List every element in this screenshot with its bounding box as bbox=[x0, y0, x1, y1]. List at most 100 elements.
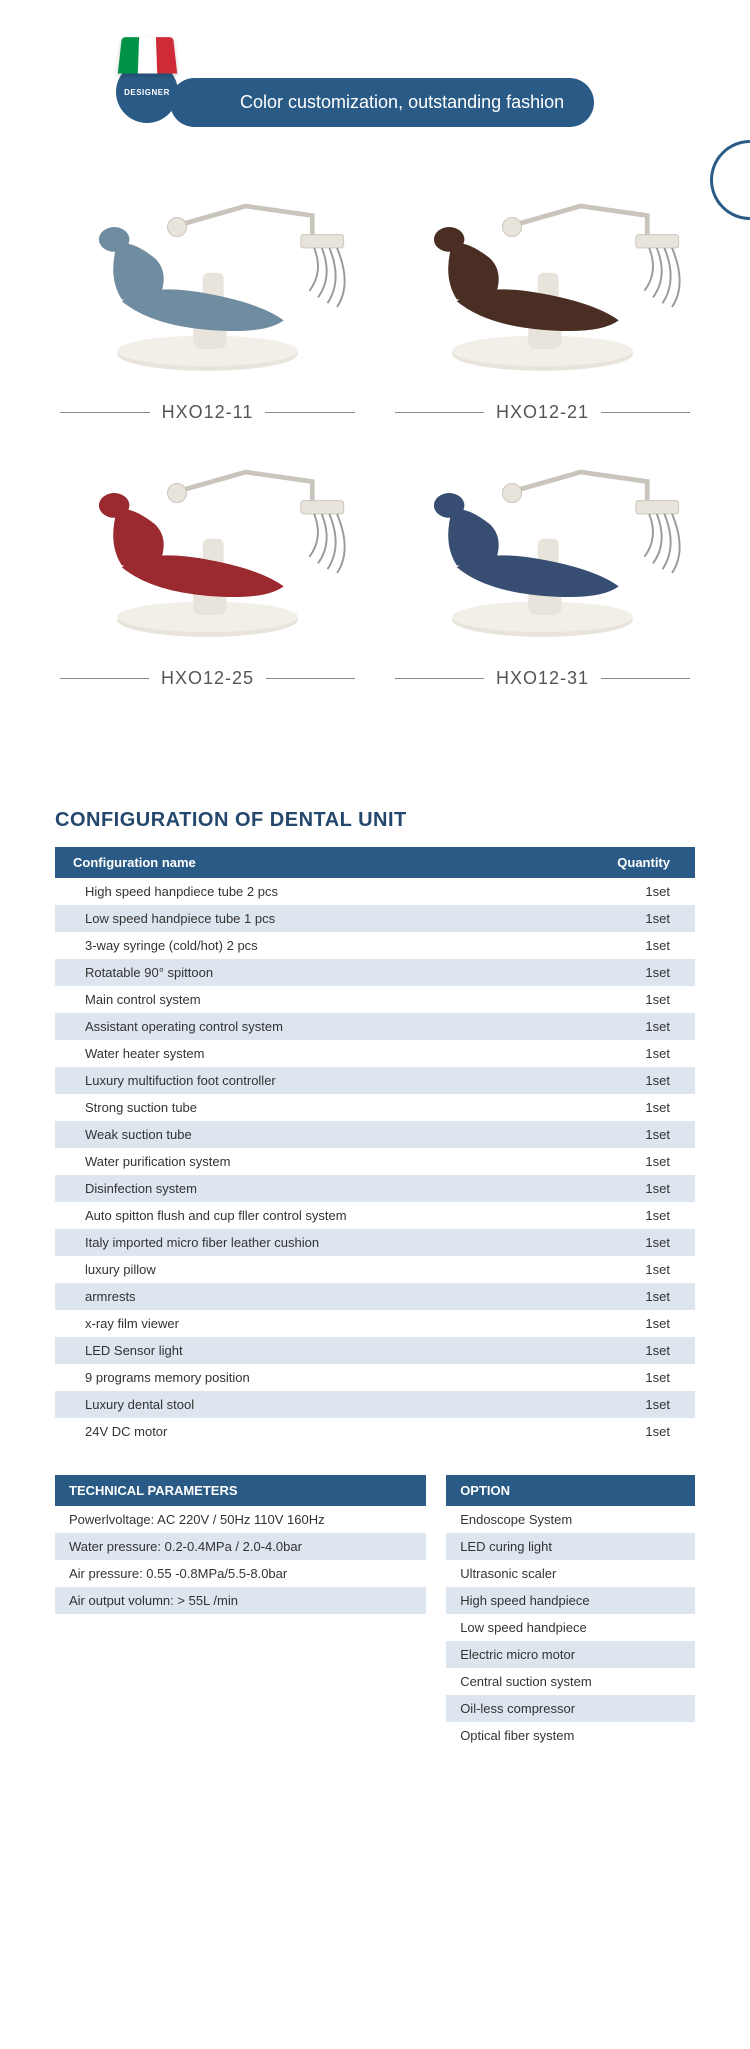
option-row: Endoscope System bbox=[446, 1506, 695, 1533]
config-title: CONFIGURATION OF DENTAL UNIT bbox=[55, 769, 695, 847]
option-row: Electric micro motor bbox=[446, 1641, 695, 1668]
config-name: armrests bbox=[55, 1283, 544, 1310]
option-row: LED curing light bbox=[446, 1533, 695, 1560]
table-row: Main control system 1set bbox=[55, 986, 695, 1013]
table-row: Luxury dental stool 1set bbox=[55, 1391, 695, 1418]
config-name: 9 programs memory position bbox=[55, 1364, 544, 1391]
config-qty: 1set bbox=[544, 959, 695, 986]
tech-row: Air output volumn: > 55L /min bbox=[55, 1587, 426, 1614]
config-qty: 1set bbox=[544, 878, 695, 905]
table-row: Luxury multifuction foot controller 1set bbox=[55, 1067, 695, 1094]
table-row: 24V DC motor 1set bbox=[55, 1418, 695, 1445]
config-section: CONFIGURATION OF DENTAL UNIT Configurati… bbox=[0, 769, 750, 1789]
config-qty: 1set bbox=[544, 1175, 695, 1202]
config-name: Water heater system bbox=[55, 1040, 544, 1067]
config-name: 3-way syringe (cold/hot) 2 pcs bbox=[55, 932, 544, 959]
config-name: Low speed handpiece tube 1 pcs bbox=[55, 905, 544, 932]
config-qty: 1set bbox=[544, 1229, 695, 1256]
table-row: Strong suction tube 1set bbox=[55, 1094, 695, 1121]
config-name: Rotatable 90° spittoon bbox=[55, 959, 544, 986]
model-rule: HXO12-21 bbox=[395, 402, 690, 423]
config-qty: 1set bbox=[544, 1337, 695, 1364]
table-row: x-ray film viewer 1set bbox=[55, 1310, 695, 1337]
model-rule: HXO12-25 bbox=[60, 668, 355, 689]
config-name: Water purification system bbox=[55, 1148, 544, 1175]
config-qty: 1set bbox=[544, 1418, 695, 1445]
dental-chair-image bbox=[395, 453, 690, 653]
option-row: Oil-less compressor bbox=[446, 1695, 695, 1722]
config-qty: 1set bbox=[544, 1283, 695, 1310]
table-row: 9 programs memory position 1set bbox=[55, 1364, 695, 1391]
config-table: Configuration name Quantity High speed h… bbox=[55, 847, 695, 1445]
config-qty: 1set bbox=[544, 1013, 695, 1040]
config-name: High speed hanpdiece tube 2 pcs bbox=[55, 878, 544, 905]
config-name: x-ray film viewer bbox=[55, 1310, 544, 1337]
config-qty: 1set bbox=[544, 1094, 695, 1121]
config-name: Luxury dental stool bbox=[55, 1391, 544, 1418]
config-name: Assistant operating control system bbox=[55, 1013, 544, 1040]
table-row: 3-way syringe (cold/hot) 2 pcs 1set bbox=[55, 932, 695, 959]
model-label: HXO12-21 bbox=[484, 402, 601, 423]
table-row: Auto spitton flush and cup fller control… bbox=[55, 1202, 695, 1229]
config-qty: 1set bbox=[544, 1040, 695, 1067]
table-row: Water purification system 1set bbox=[55, 1148, 695, 1175]
option-row: High speed handpiece bbox=[446, 1587, 695, 1614]
config-name: Auto spitton flush and cup fller control… bbox=[55, 1202, 544, 1229]
table-row: Assistant operating control system 1set bbox=[55, 1013, 695, 1040]
col-qty: Quantity bbox=[544, 847, 695, 878]
model-label: HXO12-25 bbox=[149, 668, 266, 689]
model-rule: HXO12-31 bbox=[395, 668, 690, 689]
product-cell: HXO12-21 bbox=[395, 187, 690, 423]
config-qty: 1set bbox=[544, 1148, 695, 1175]
option-row: Ultrasonic scaler bbox=[446, 1560, 695, 1587]
table-row: luxury pillow 1set bbox=[55, 1256, 695, 1283]
dental-chair-image bbox=[395, 187, 690, 387]
table-row: Italy imported micro fiber leather cushi… bbox=[55, 1229, 695, 1256]
italy-flag-icon bbox=[118, 37, 177, 73]
tech-option-row: TECHNICAL PARAMETERS Powerlvoltage: AC 2… bbox=[55, 1475, 695, 1749]
table-row: LED Sensor light 1set bbox=[55, 1337, 695, 1364]
config-name: LED Sensor light bbox=[55, 1337, 544, 1364]
product-cell: HXO12-11 bbox=[60, 187, 355, 423]
tech-row: Water pressure: 0.2-0.4MPa / 2.0-4.0bar bbox=[55, 1533, 426, 1560]
dental-chair-image bbox=[60, 453, 355, 653]
product-cell: HXO12-25 bbox=[60, 453, 355, 689]
banner: DESIGNER Color customization, outstandin… bbox=[0, 0, 750, 147]
model-label: HXO12-31 bbox=[484, 668, 601, 689]
table-row: armrests 1set bbox=[55, 1283, 695, 1310]
table-row: Rotatable 90° spittoon 1set bbox=[55, 959, 695, 986]
option-panel: OPTION Endoscope SystemLED curing lightU… bbox=[446, 1475, 695, 1749]
config-qty: 1set bbox=[544, 905, 695, 932]
option-row: Low speed handpiece bbox=[446, 1614, 695, 1641]
config-qty: 1set bbox=[544, 986, 695, 1013]
designer-badge: DESIGNER bbox=[120, 35, 178, 123]
config-name: Weak suction tube bbox=[55, 1121, 544, 1148]
config-qty: 1set bbox=[544, 932, 695, 959]
config-name: Disinfection system bbox=[55, 1175, 544, 1202]
config-name: Main control system bbox=[55, 986, 544, 1013]
config-name: 24V DC motor bbox=[55, 1418, 544, 1445]
tech-panel: TECHNICAL PARAMETERS Powerlvoltage: AC 2… bbox=[55, 1475, 426, 1749]
config-name: Italy imported micro fiber leather cushi… bbox=[55, 1229, 544, 1256]
config-qty: 1set bbox=[544, 1202, 695, 1229]
product-cell: HXO12-31 bbox=[395, 453, 690, 689]
tech-title: TECHNICAL PARAMETERS bbox=[55, 1475, 426, 1506]
table-row: Disinfection system 1set bbox=[55, 1175, 695, 1202]
product-grid: HXO12-11 HXO12-21 bbox=[0, 147, 750, 769]
table-row: Water heater system 1set bbox=[55, 1040, 695, 1067]
config-qty: 1set bbox=[544, 1121, 695, 1148]
tech-row: Air pressure: 0.55 -0.8MPa/5.5-8.0bar bbox=[55, 1560, 426, 1587]
table-row: High speed hanpdiece tube 2 pcs 1set bbox=[55, 878, 695, 905]
config-qty: 1set bbox=[544, 1256, 695, 1283]
config-qty: 1set bbox=[544, 1310, 695, 1337]
option-row: Central suction system bbox=[446, 1668, 695, 1695]
banner-title: Color customization, outstanding fashion bbox=[170, 78, 594, 127]
model-label: HXO12-11 bbox=[150, 402, 266, 423]
config-name: luxury pillow bbox=[55, 1256, 544, 1283]
col-name: Configuration name bbox=[55, 847, 544, 878]
tech-row: Powerlvoltage: AC 220V / 50Hz 110V 160Hz bbox=[55, 1506, 426, 1533]
config-qty: 1set bbox=[544, 1067, 695, 1094]
model-rule: HXO12-11 bbox=[60, 402, 355, 423]
config-name: Luxury multifuction foot controller bbox=[55, 1067, 544, 1094]
config-qty: 1set bbox=[544, 1364, 695, 1391]
